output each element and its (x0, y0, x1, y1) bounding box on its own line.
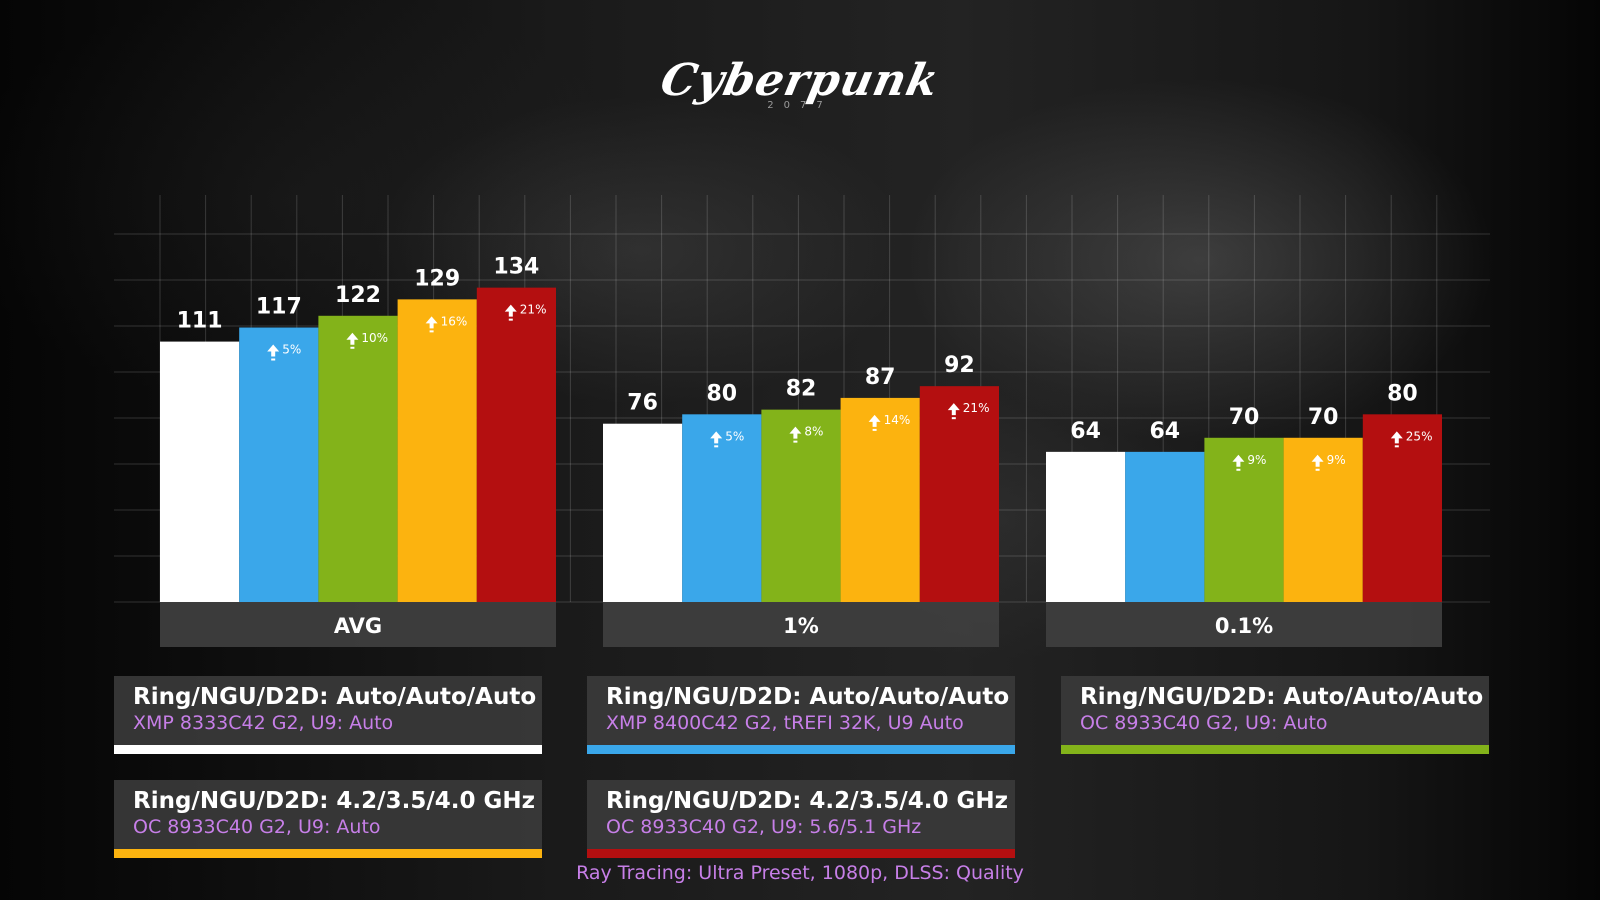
legend-item-4: Ring/NGU/D2D: 4.2/3.5/4.0 GHz OC 8933C40… (114, 780, 542, 858)
legend-item-1-subtitle: XMP 8333C42 G2, U9: Auto (133, 712, 394, 734)
legend-item-4-subtitle: OC 8933C40 G2, U9: Auto (133, 816, 381, 838)
gain-label: 9% (1247, 453, 1266, 467)
bar (1204, 437, 1284, 602)
up-arrow-icon (789, 426, 802, 439)
legend-item-2-title: Ring/NGU/D2D: Auto/Auto/Auto (606, 684, 1010, 710)
legend-item-4-color (114, 849, 542, 858)
bar (476, 287, 556, 602)
bar-value-label: 117 (256, 295, 302, 320)
legend-item-5-color (587, 849, 1015, 858)
bar-value-label: 111 (177, 309, 223, 334)
bar-value-label: 64 (1070, 419, 1101, 444)
category-box (160, 602, 556, 647)
category-box (603, 602, 999, 647)
bar-value-label: 92 (944, 353, 975, 378)
up-arrow-icon (346, 332, 359, 345)
category-box (1046, 602, 1442, 647)
bar-value-label: 76 (627, 391, 658, 416)
legend-item-3-color (1061, 745, 1489, 754)
bar (603, 423, 683, 602)
legend-item-1: Ring/NGU/D2D: Auto/Auto/Auto XMP 8333C42… (114, 676, 542, 754)
legend-item-3-title: Ring/NGU/D2D: Auto/Auto/Auto (1080, 684, 1484, 710)
bar (1046, 451, 1126, 602)
up-arrow-icon-base (951, 417, 956, 420)
chart-footnote: Ray Tracing: Ultra Preset, 1080p, DLSS: … (576, 862, 1024, 884)
category-label: AVG (334, 614, 382, 638)
bar-value-label: 80 (1387, 381, 1418, 406)
bar-value-label: 134 (493, 255, 539, 280)
bar (239, 327, 319, 602)
up-arrow-icon (504, 304, 517, 317)
gain-label: 9% (1327, 453, 1346, 467)
bar (761, 409, 841, 602)
up-arrow-icon (1390, 431, 1403, 444)
legend-item-3-subtitle: OC 8933C40 G2, U9: Auto (1080, 712, 1328, 734)
up-arrow-icon (267, 344, 280, 357)
gain-label: 21% (963, 401, 990, 415)
up-arrow-icon-base (350, 346, 355, 349)
bar-value-label: 129 (414, 266, 460, 291)
up-arrow-icon-base (1394, 445, 1399, 448)
gain-label: 8% (804, 425, 823, 439)
gain-label: 5% (725, 429, 744, 443)
up-arrow-icon-base (508, 318, 513, 321)
bar-value-label: 80 (706, 381, 737, 406)
gain-label: 5% (282, 343, 301, 357)
gain-label: 16% (441, 314, 468, 328)
bar-value-label: 122 (335, 283, 381, 308)
up-arrow-icon-base (429, 330, 434, 333)
up-arrow-icon (947, 403, 960, 416)
up-arrow-icon (710, 431, 723, 444)
legend-item-4-title: Ring/NGU/D2D: 4.2/3.5/4.0 GHz (133, 788, 535, 814)
category-label: 1% (783, 614, 819, 638)
gain-label: 25% (1406, 429, 1433, 443)
up-arrow-icon (425, 316, 438, 329)
up-arrow-icon (1311, 454, 1324, 467)
legend-item-1-title: Ring/NGU/D2D: Auto/Auto/Auto (133, 684, 537, 710)
bar (919, 386, 999, 602)
up-arrow-icon-base (793, 440, 798, 443)
legend-item-1-color (114, 745, 542, 754)
legend-item-5-subtitle: OC 8933C40 G2, U9: 5.6/5.1 GHz (606, 816, 922, 838)
legend-item-5-title: Ring/NGU/D2D: 4.2/3.5/4.0 GHz (606, 788, 1008, 814)
legend-item-2: Ring/NGU/D2D: Auto/Auto/Auto XMP 8400C42… (587, 676, 1015, 754)
bar (840, 397, 920, 602)
up-arrow-icon-base (1236, 468, 1241, 471)
bar (397, 299, 477, 602)
gain-label: 21% (520, 303, 547, 317)
up-arrow-icon-base (1315, 468, 1320, 471)
legend-item-3: Ring/NGU/D2D: Auto/Auto/Auto OC 8933C40 … (1061, 676, 1489, 754)
bar (1125, 451, 1205, 602)
up-arrow-icon (1232, 454, 1245, 467)
bar-value-label: 70 (1308, 405, 1339, 430)
gain-label: 14% (884, 413, 911, 427)
gain-label: 10% (361, 331, 388, 345)
up-arrow-icon (868, 414, 881, 427)
cyberpunk-logo-year: 2077 (767, 100, 833, 111)
bar-value-label: 87 (865, 365, 896, 390)
legend-item-2-subtitle: XMP 8400C42 G2, tREFI 32K, U9 Auto (606, 712, 964, 734)
legend-item-2-color (587, 745, 1015, 754)
legend-item-5: Ring/NGU/D2D: 4.2/3.5/4.0 GHz OC 8933C40… (587, 780, 1015, 858)
bar (318, 315, 398, 602)
up-arrow-icon-base (271, 358, 276, 361)
up-arrow-icon-base (714, 445, 719, 448)
category-label: 0.1% (1215, 614, 1273, 638)
bar (1283, 437, 1363, 602)
bar (160, 341, 240, 602)
bar-value-label: 64 (1149, 419, 1180, 444)
bar (682, 414, 762, 602)
bar-value-label: 82 (786, 377, 817, 402)
bar-value-label: 70 (1229, 405, 1260, 430)
up-arrow-icon-base (872, 428, 877, 431)
bar (1362, 414, 1442, 602)
